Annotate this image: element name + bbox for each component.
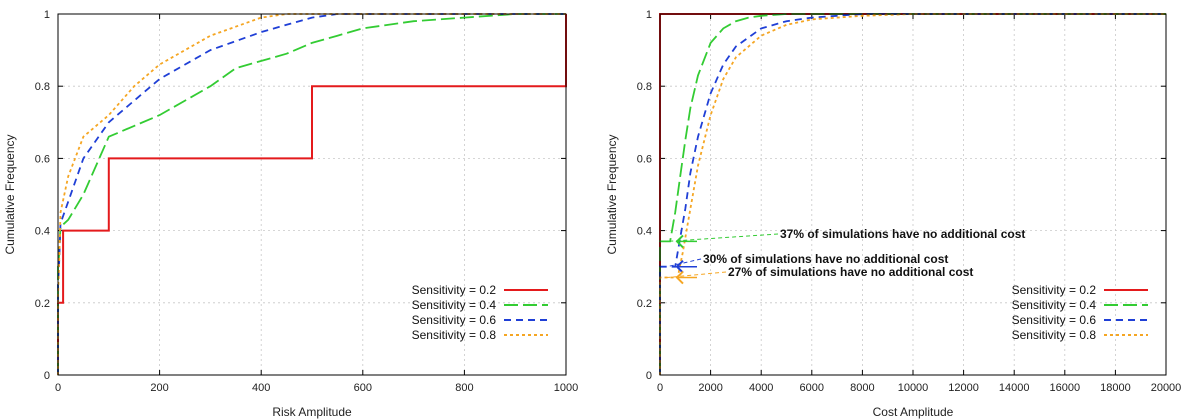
x-tick-label: 2000 [698,382,722,394]
x-tick-label: 400 [252,382,270,394]
plot-frame [659,13,1167,376]
x-tick-label: 4000 [749,382,773,394]
annotation: 30% of simulations have no additional co… [666,252,948,274]
chart-panel-2: 0 0.2 0.4 0.6 0.8 1 0 2000 4000 6000 8000 10000 1200… [605,9,1181,419]
x-axis-label: Cost Amplitude [873,405,954,419]
annotation-text: 27% of simulations have no additional co… [728,265,973,279]
series-line-0-2 [57,14,567,375]
annotation-leader [666,271,727,279]
series-line-0-6 [57,13,566,375]
x-tick-label: 18000 [1100,382,1131,394]
y-tick-label: 0.8 [637,81,652,93]
series-line-0-4 [659,13,1166,375]
chart-panel-1: 0 0.2 0.4 0.6 0.8 1 0 200 400 600 800 1000 Risk Ampl… [3,9,578,419]
x-axis-label: Risk Amplitude [272,405,352,419]
y-axis-label: Cumulative Frequency [3,134,17,254]
plot-frame [57,13,567,376]
annotation-leader [666,258,702,268]
x-tick-label: 200 [150,382,168,394]
y-tick-label: 1 [646,9,652,21]
x-tick-label: 14000 [999,382,1030,394]
y-tick-label: 0.8 [35,81,50,93]
annotation-text: 37% of simulations have no additional co… [780,227,1025,241]
annotation-text: 30% of simulations have no additional co… [703,252,948,266]
x-tick-label: 800 [455,382,473,394]
annotation: 37% of simulations have no additional co… [666,227,1025,249]
x-tick-label: 8000 [850,382,874,394]
x-tick-label: 1000 [554,382,578,394]
legend-label: Sensitivity = 0.2 [1012,283,1097,297]
x-tick-label: 12000 [948,382,979,394]
y-tick-label: 0.4 [637,226,652,238]
legend-label: Sensitivity = 0.8 [412,328,497,342]
legend-label: Sensitivity = 0.6 [412,313,497,327]
legend-label: Sensitivity = 0.6 [1012,313,1097,327]
x-tick-label: 16000 [1050,382,1081,394]
series-line-0-8 [57,13,566,375]
legend-label: Sensitivity = 0.2 [412,283,497,297]
annotation: 27% of simulations have no additional co… [666,265,973,285]
y-tick-label: 0 [646,370,652,382]
legend-label: Sensitivity = 0.8 [1012,328,1097,342]
y-tick-label: 0.2 [35,298,50,310]
y-tick-label: 0.6 [637,153,652,165]
y-tick-label: 0.2 [637,298,652,310]
y-axis-label: Cumulative Frequency [605,134,619,254]
series-line-0-8 [659,13,1166,375]
legend-label: Sensitivity = 0.4 [1012,298,1097,312]
y-tick-label: 0.4 [35,226,50,238]
x-tick-label: 20000 [1151,382,1182,394]
y-tick-label: 0.6 [35,153,50,165]
x-tick-label: 600 [354,382,372,394]
x-tick-label: 6000 [800,382,824,394]
series-line-0-4 [57,13,566,375]
series-line-0-6 [659,13,1166,375]
legend-label: Sensitivity = 0.4 [412,298,497,312]
y-tick-label: 1 [44,9,50,21]
y-tick-label: 0 [44,370,50,382]
x-tick-label: 0 [55,382,61,394]
x-tick-label: 10000 [898,382,929,394]
annotation-leader [666,233,779,242]
x-tick-label: 0 [657,382,663,394]
